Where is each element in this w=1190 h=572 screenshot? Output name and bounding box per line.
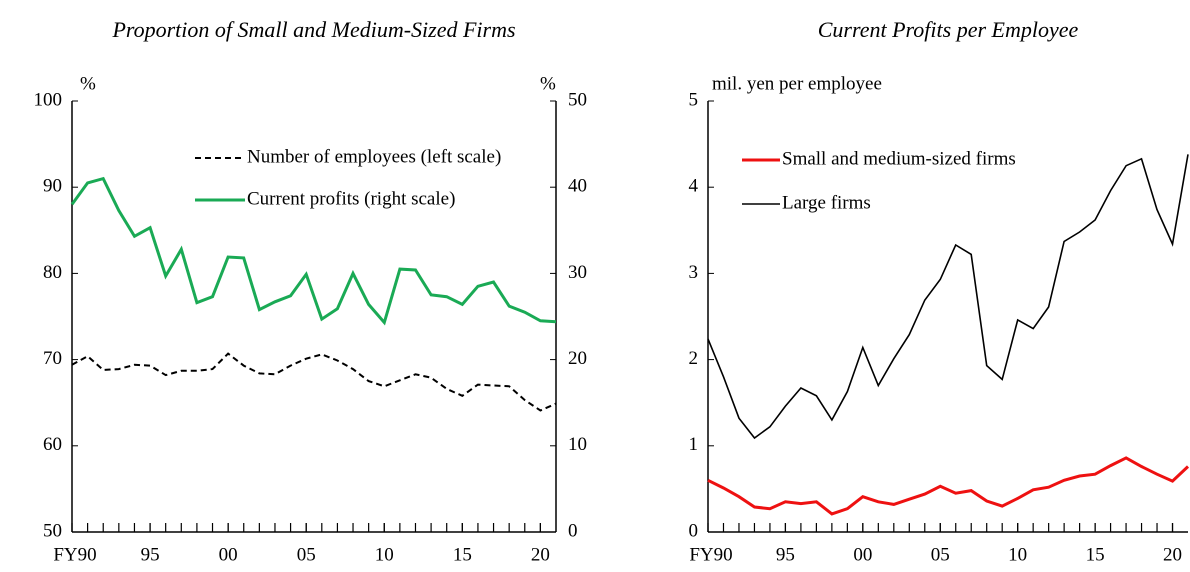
x-tick-label: 20 — [1163, 544, 1182, 565]
y-axis-label: % — [80, 73, 96, 94]
y-tick-label: 80 — [43, 262, 62, 283]
chart-title: Proportion of Small and Medium-Sized Fir… — [111, 17, 515, 42]
y2-tick-label: 20 — [568, 348, 587, 369]
y-tick-label: 70 — [43, 348, 62, 369]
x-tick-label: FY90 — [53, 544, 96, 565]
y-tick-label: 90 — [43, 176, 62, 197]
x-tick-label: 10 — [1008, 544, 1027, 565]
x-tick-label: 05 — [931, 544, 950, 565]
y-tick-label: 0 — [689, 520, 699, 541]
x-tick-label: 15 — [1086, 544, 1105, 565]
y2-tick-label: 10 — [568, 434, 587, 455]
x-tick-label: 95 — [141, 544, 160, 565]
y-tick-label: 4 — [689, 176, 699, 197]
y-tick-label: 1 — [689, 434, 699, 455]
y2-tick-label: 0 — [568, 520, 578, 541]
y2-axis-label: % — [540, 73, 556, 94]
x-tick-label: 10 — [375, 544, 394, 565]
x-tick-label: 20 — [531, 544, 550, 565]
y-tick-label: 50 — [43, 520, 62, 541]
series-line — [71, 352, 557, 412]
x-tick-label: 95 — [776, 544, 795, 565]
y-tick-label: 60 — [43, 434, 62, 455]
x-tick-label: FY90 — [689, 544, 732, 565]
legend-label: Large firms — [782, 192, 871, 213]
y-tick-label: 3 — [689, 262, 699, 283]
y2-tick-label: 30 — [568, 262, 587, 283]
y2-tick-label: 40 — [568, 176, 587, 197]
legend-label: Number of employees (left scale) — [247, 146, 501, 167]
x-tick-label: 05 — [297, 544, 316, 565]
legend-label: Current profits (right scale) — [247, 188, 455, 209]
legend-label: Small and medium-sized firms — [782, 148, 1016, 169]
chart-title: Current Profits per Employee — [818, 17, 1079, 42]
series-line — [707, 456, 1190, 516]
x-tick-label: 00 — [853, 544, 872, 565]
series-line — [70, 176, 557, 326]
y-tick-label: 2 — [689, 348, 699, 369]
x-tick-label: 15 — [453, 544, 472, 565]
x-tick-label: 00 — [219, 544, 238, 565]
series-line — [707, 154, 1189, 440]
y-axis-label: mil. yen per employee — [712, 73, 882, 94]
y2-tick-label: 50 — [568, 89, 587, 110]
y-tick-label: 100 — [34, 89, 63, 110]
y-tick-label: 5 — [689, 89, 699, 110]
